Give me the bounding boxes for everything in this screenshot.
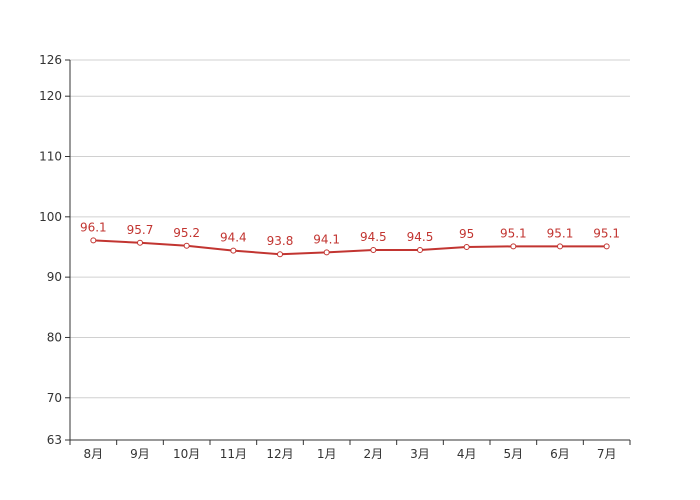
data-point[interactable] (137, 239, 143, 246)
x-tick-label: 10月 (173, 447, 200, 461)
y-tick-label: 126 (39, 53, 62, 67)
x-tick-label: 9月 (130, 447, 150, 461)
x-tick-label: 12月 (266, 447, 293, 461)
y-tick-label: 120 (39, 89, 62, 103)
data-point[interactable] (230, 247, 237, 254)
data-label: 95.1 (547, 226, 574, 240)
y-tick-label: 70 (47, 391, 62, 405)
x-tick-label: 2月 (364, 447, 384, 461)
data-label: 94.5 (360, 230, 387, 244)
data-label: 94.4 (220, 231, 247, 245)
data-point[interactable] (603, 243, 610, 250)
label-layer: 96.1 95.7 95.2 94.4 93.8 94.1 94.5 94.5 95 95.1 95… (80, 220, 620, 248)
data-label: 95.1 (500, 226, 527, 240)
x-tick-label: 4月 (457, 447, 477, 461)
data-label: 95.7 (127, 223, 154, 237)
series-line (93, 239, 607, 256)
y-tick-label: 63 (47, 433, 62, 447)
data-point[interactable] (90, 237, 97, 244)
y-tick-label: 80 (47, 330, 62, 344)
data-label: 96.1 (80, 220, 107, 234)
x-tick-label: 11月 (220, 447, 247, 461)
data-point[interactable] (557, 243, 563, 250)
data-point[interactable] (323, 249, 330, 256)
data-point[interactable] (370, 247, 377, 253)
data-point[interactable] (277, 251, 283, 258)
series-layer (90, 237, 610, 258)
y-tick-label: 100 (39, 210, 62, 224)
data-label: 95.2 (173, 226, 200, 240)
data-point[interactable] (183, 242, 190, 249)
data-label: 94.5 (407, 230, 434, 244)
data-label: 95.1 (593, 226, 620, 240)
x-tick-label: 8月 (84, 447, 104, 461)
data-point[interactable] (510, 243, 517, 250)
x-tick-label: 7月 (597, 447, 617, 461)
data-label: 94.1 (313, 232, 340, 246)
data-point[interactable] (417, 247, 423, 253)
x-tick-label: 3月 (410, 447, 430, 461)
data-label: 95 (459, 227, 474, 241)
axis-layer: 63 70 80 90 100 110 120 126 8月 9月 10月 11月 12月 1月 2月 3月 4… (39, 53, 631, 461)
grid-layer (70, 59, 630, 399)
y-tick-label: 110 (39, 150, 62, 164)
x-tick-label: 5月 (504, 447, 524, 461)
y-tick-label: 90 (47, 270, 62, 284)
x-tick-label: 6月 (550, 447, 570, 461)
data-label: 93.8 (267, 234, 294, 248)
data-point[interactable] (463, 243, 470, 250)
x-tick-label: 1月 (317, 447, 337, 461)
